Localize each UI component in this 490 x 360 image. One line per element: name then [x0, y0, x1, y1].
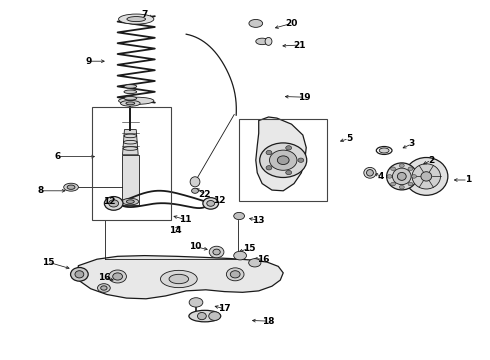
- Ellipse shape: [421, 172, 432, 181]
- Circle shape: [408, 182, 413, 186]
- Circle shape: [226, 268, 244, 281]
- Ellipse shape: [127, 17, 146, 22]
- Text: 17: 17: [218, 304, 231, 313]
- Text: 3: 3: [409, 139, 415, 148]
- Ellipse shape: [256, 38, 269, 45]
- Circle shape: [412, 175, 416, 178]
- Ellipse shape: [412, 164, 441, 189]
- Text: 18: 18: [262, 317, 275, 325]
- Ellipse shape: [169, 274, 189, 284]
- Ellipse shape: [213, 249, 220, 255]
- Ellipse shape: [379, 148, 389, 153]
- Circle shape: [387, 175, 392, 178]
- Circle shape: [408, 167, 413, 171]
- Ellipse shape: [126, 200, 134, 203]
- Circle shape: [266, 166, 272, 170]
- Ellipse shape: [405, 158, 448, 195]
- Ellipse shape: [122, 198, 139, 205]
- Ellipse shape: [119, 97, 154, 104]
- Circle shape: [286, 146, 292, 150]
- Ellipse shape: [387, 163, 417, 190]
- Ellipse shape: [124, 85, 137, 88]
- Ellipse shape: [124, 90, 137, 94]
- Polygon shape: [77, 256, 283, 299]
- Ellipse shape: [126, 102, 135, 105]
- Text: 7: 7: [141, 10, 148, 19]
- Circle shape: [266, 150, 272, 155]
- Text: 8: 8: [37, 186, 43, 195]
- Ellipse shape: [100, 286, 107, 290]
- Circle shape: [260, 143, 307, 177]
- Text: 9: 9: [85, 57, 92, 66]
- Polygon shape: [122, 130, 138, 155]
- Circle shape: [391, 167, 395, 171]
- Text: 15: 15: [243, 244, 255, 253]
- Ellipse shape: [367, 170, 373, 176]
- Ellipse shape: [234, 251, 246, 260]
- Ellipse shape: [104, 197, 123, 210]
- Text: 15: 15: [42, 258, 54, 266]
- Ellipse shape: [197, 312, 206, 320]
- Bar: [122, 155, 139, 205]
- Text: 1: 1: [465, 175, 471, 184]
- Circle shape: [109, 270, 126, 283]
- Text: 5: 5: [346, 134, 352, 143]
- Ellipse shape: [203, 198, 219, 209]
- Text: 13: 13: [252, 216, 265, 225]
- Text: 22: 22: [198, 190, 211, 199]
- Ellipse shape: [392, 168, 411, 185]
- Circle shape: [277, 156, 289, 165]
- Ellipse shape: [249, 258, 261, 267]
- Text: 4: 4: [378, 172, 385, 181]
- Ellipse shape: [109, 200, 119, 207]
- Ellipse shape: [161, 270, 197, 288]
- Ellipse shape: [98, 284, 110, 292]
- Text: 20: 20: [285, 19, 298, 28]
- Ellipse shape: [190, 177, 200, 187]
- Ellipse shape: [265, 37, 272, 45]
- Text: 14: 14: [169, 226, 182, 235]
- Bar: [239, 119, 327, 201]
- Ellipse shape: [249, 19, 263, 27]
- Text: 11: 11: [179, 215, 192, 224]
- Ellipse shape: [209, 246, 224, 258]
- Ellipse shape: [124, 96, 137, 100]
- Text: 19: 19: [298, 93, 311, 102]
- Text: 16: 16: [98, 274, 110, 282]
- Text: 10: 10: [189, 242, 201, 251]
- Ellipse shape: [67, 185, 75, 189]
- Text: 12: 12: [103, 197, 116, 206]
- Ellipse shape: [397, 172, 406, 180]
- Ellipse shape: [119, 14, 154, 24]
- Ellipse shape: [192, 188, 198, 193]
- Ellipse shape: [189, 310, 220, 322]
- Ellipse shape: [207, 201, 215, 206]
- Circle shape: [230, 271, 240, 278]
- Circle shape: [298, 158, 304, 162]
- Ellipse shape: [64, 183, 78, 191]
- Polygon shape: [256, 117, 306, 191]
- Text: 16: 16: [257, 255, 270, 264]
- Circle shape: [399, 185, 404, 189]
- Ellipse shape: [71, 267, 88, 281]
- Text: 12: 12: [213, 197, 226, 205]
- Bar: [92, 107, 171, 220]
- Circle shape: [399, 164, 404, 167]
- Circle shape: [391, 182, 395, 186]
- Ellipse shape: [209, 312, 221, 320]
- Ellipse shape: [75, 271, 84, 278]
- Text: 21: 21: [294, 40, 306, 49]
- Ellipse shape: [234, 212, 245, 220]
- Ellipse shape: [364, 167, 376, 178]
- Ellipse shape: [121, 100, 140, 106]
- Circle shape: [113, 273, 122, 280]
- Text: 2: 2: [428, 156, 434, 165]
- Text: 6: 6: [55, 152, 61, 161]
- Circle shape: [286, 170, 292, 175]
- Circle shape: [270, 150, 297, 170]
- Ellipse shape: [189, 298, 203, 307]
